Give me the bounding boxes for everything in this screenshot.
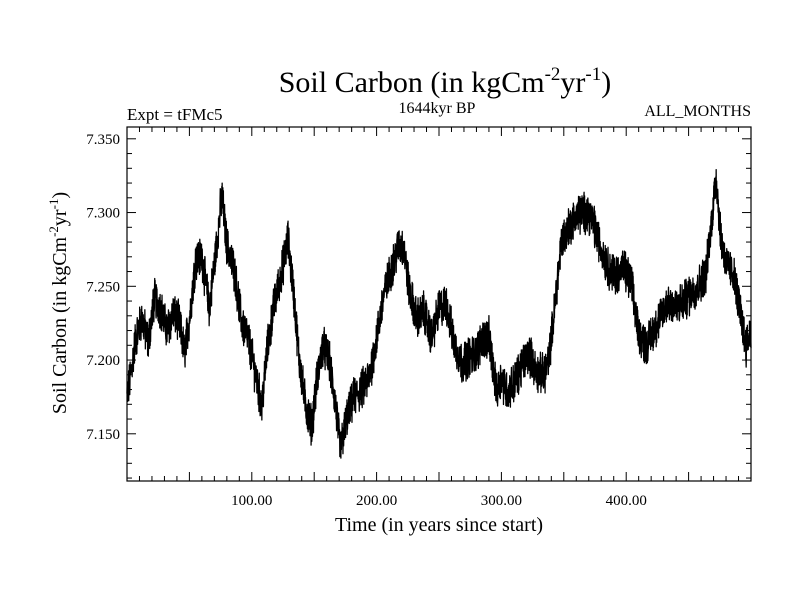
y-axis-label-sup2: -1	[46, 199, 61, 210]
y-axis: 7.150 7.200 7.250 7.300 7.350	[86, 132, 751, 479]
y-tick-label: 7.200	[86, 353, 120, 369]
y-axis-label-main: Soil Carbon (in kgCm	[49, 236, 71, 414]
x-tick-label: 200.00	[356, 493, 397, 509]
subtitle-left: Expt = tFMc5	[127, 105, 223, 124]
y-axis-label-mid: yr	[49, 209, 71, 226]
x-tick-label: 100.00	[231, 493, 272, 509]
x-tick-label: 300.00	[481, 493, 522, 509]
subtitle-center: 1644kyr BP	[399, 100, 476, 117]
chart-title-mid: yr	[560, 66, 585, 99]
y-axis-label: Soil Carbon (in kgCm-2yr-1)	[46, 192, 71, 414]
y-tick-label: 7.250	[86, 279, 120, 295]
chart-title-sup2: -1	[585, 64, 601, 85]
chart-title-end: )	[601, 66, 611, 99]
series-layer	[126, 168, 752, 459]
y-tick-label: 7.150	[86, 427, 120, 443]
y-tick-label: 7.350	[86, 132, 120, 148]
subtitle-right: ALL_MONTHS	[644, 103, 751, 120]
x-axis-label: Time (in years since start)	[335, 514, 543, 536]
chart-title-main: Soil Carbon (in kgCm	[279, 66, 545, 99]
series-line	[126, 168, 752, 459]
chart-title: Soil Carbon (in kgCm-2yr-1)	[279, 64, 612, 99]
x-axis: 100.00 200.00 300.00 400.00	[126, 127, 752, 509]
chart-title-sup1: -2	[545, 64, 561, 85]
y-axis-label-end: )	[49, 192, 71, 199]
y-tick-label: 7.300	[86, 206, 120, 222]
x-tick-label: 400.00	[606, 493, 647, 509]
y-axis-label-sup1: -2	[46, 226, 61, 237]
